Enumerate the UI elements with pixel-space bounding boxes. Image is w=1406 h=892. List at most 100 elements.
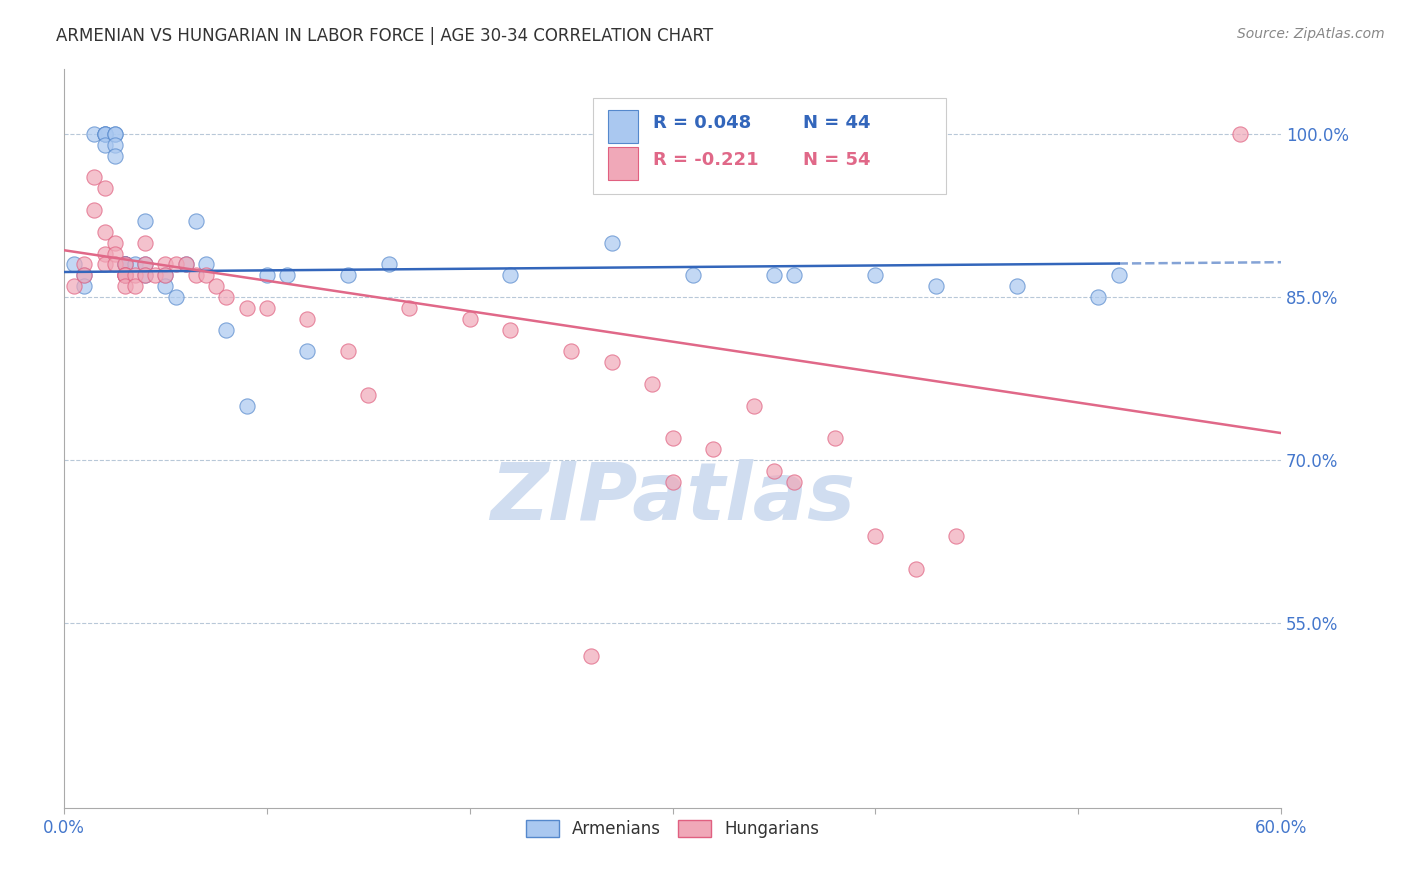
Point <box>134 268 156 283</box>
Point <box>104 257 127 271</box>
Point <box>134 235 156 250</box>
Point <box>215 323 238 337</box>
Text: Source: ZipAtlas.com: Source: ZipAtlas.com <box>1237 27 1385 41</box>
Point <box>114 268 136 283</box>
Point <box>155 257 177 271</box>
Point <box>174 257 197 271</box>
Point <box>783 475 806 489</box>
FancyBboxPatch shape <box>593 98 946 194</box>
Point <box>104 246 127 260</box>
Point <box>824 432 846 446</box>
Point <box>762 268 785 283</box>
Point <box>661 475 683 489</box>
Point <box>114 257 136 271</box>
Point <box>205 279 228 293</box>
Point <box>104 235 127 250</box>
Point <box>174 257 197 271</box>
Point <box>165 257 187 271</box>
Point <box>93 246 115 260</box>
Text: R = -0.221: R = -0.221 <box>652 151 759 169</box>
Point <box>104 127 127 141</box>
Point <box>184 268 207 283</box>
Point <box>114 268 136 283</box>
Point <box>93 127 115 141</box>
Point <box>256 268 278 283</box>
Point <box>73 268 96 283</box>
Point <box>337 344 360 359</box>
Point <box>499 268 522 283</box>
Point <box>297 311 319 326</box>
Point <box>114 257 136 271</box>
Point <box>134 257 156 271</box>
Point <box>357 388 380 402</box>
Point <box>165 290 187 304</box>
Point <box>73 279 96 293</box>
Point <box>600 235 623 250</box>
Point <box>83 127 105 141</box>
Point <box>155 268 177 283</box>
Point <box>155 268 177 283</box>
Text: ARMENIAN VS HUNGARIAN IN LABOR FORCE | AGE 30-34 CORRELATION CHART: ARMENIAN VS HUNGARIAN IN LABOR FORCE | A… <box>56 27 713 45</box>
Point <box>560 344 582 359</box>
Point <box>762 464 785 478</box>
Point <box>195 257 218 271</box>
Point <box>235 399 257 413</box>
Point <box>114 268 136 283</box>
Point <box>93 127 115 141</box>
FancyBboxPatch shape <box>607 110 638 143</box>
Point <box>104 148 127 162</box>
Point <box>114 257 136 271</box>
Text: N = 44: N = 44 <box>803 113 870 131</box>
Point <box>184 214 207 228</box>
Point <box>73 268 96 283</box>
Legend: Armenians, Hungarians: Armenians, Hungarians <box>519 813 827 845</box>
Point <box>337 268 360 283</box>
Point <box>661 432 683 446</box>
Point <box>783 268 806 283</box>
Point <box>114 268 136 283</box>
Point <box>143 268 166 283</box>
Point <box>114 279 136 293</box>
Text: ZIPatlas: ZIPatlas <box>491 458 855 537</box>
Text: N = 54: N = 54 <box>803 151 870 169</box>
Point <box>1229 127 1251 141</box>
Point <box>1087 290 1109 304</box>
Point <box>377 257 399 271</box>
Point <box>865 529 887 543</box>
Point <box>398 301 420 315</box>
Point <box>945 529 967 543</box>
Point <box>600 355 623 369</box>
Text: R = 0.048: R = 0.048 <box>652 113 751 131</box>
Point <box>134 268 156 283</box>
Point <box>93 127 115 141</box>
Point <box>1108 268 1130 283</box>
Point <box>134 257 156 271</box>
Point <box>297 344 319 359</box>
Point <box>702 442 724 457</box>
Point <box>458 311 481 326</box>
Point <box>73 257 96 271</box>
Point <box>235 301 257 315</box>
Point <box>904 562 927 576</box>
Point <box>83 202 105 217</box>
FancyBboxPatch shape <box>607 147 638 179</box>
Point <box>1007 279 1029 293</box>
Point <box>742 399 765 413</box>
Point <box>93 257 115 271</box>
Point <box>155 279 177 293</box>
Point <box>104 137 127 152</box>
Point <box>83 170 105 185</box>
Point <box>93 181 115 195</box>
Point <box>925 279 948 293</box>
Point <box>682 268 704 283</box>
Point <box>124 268 146 283</box>
Point <box>114 257 136 271</box>
Point <box>124 279 146 293</box>
Point <box>114 257 136 271</box>
Point <box>865 268 887 283</box>
Point <box>641 377 664 392</box>
Point <box>256 301 278 315</box>
Point <box>93 225 115 239</box>
Point <box>63 257 86 271</box>
Point <box>104 127 127 141</box>
